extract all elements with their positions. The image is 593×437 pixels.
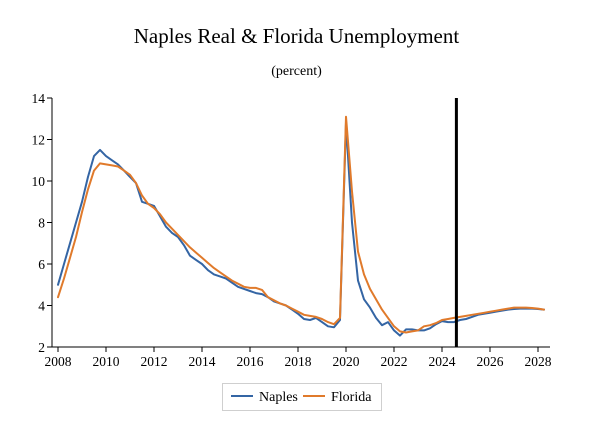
x-tick-label: 2012 bbox=[141, 354, 168, 369]
legend-item-florida: Florida bbox=[303, 390, 371, 406]
y-axis-ticks: 2 4 6 8 10 12 14 bbox=[32, 91, 52, 355]
series-line-florida bbox=[57, 115, 545, 334]
x-tick-label: 2020 bbox=[333, 354, 360, 369]
y-tick-label: 8 bbox=[38, 216, 45, 231]
x-tick-label: 2018 bbox=[285, 354, 312, 369]
legend-label-florida: Florida bbox=[331, 390, 372, 405]
y-tick-label: 6 bbox=[38, 257, 45, 272]
x-tick-label: 2010 bbox=[93, 354, 120, 369]
y-tick-label: 10 bbox=[32, 174, 46, 189]
x-tick-label: 2008 bbox=[45, 354, 72, 369]
chart-title: Naples Real & Florida Unemployment bbox=[133, 24, 460, 48]
axes: 2008 2010 2012 2014 2016 2018 2020 2022 2024 2026… bbox=[32, 91, 552, 369]
x-tick-label: 2028 bbox=[525, 354, 552, 369]
series-layer bbox=[57, 115, 545, 337]
x-tick-label: 2014 bbox=[189, 354, 216, 369]
x-tick-label: 2026 bbox=[477, 354, 504, 369]
x-tick-label: 2016 bbox=[237, 354, 264, 369]
y-tick-label: 14 bbox=[32, 91, 46, 106]
y-tick-label: 12 bbox=[32, 133, 46, 148]
series-line-naples bbox=[57, 121, 545, 337]
legend-label-naples: Naples bbox=[259, 390, 298, 405]
x-axis-ticks: 2008 2010 2012 2014 2016 2018 2020 2022 2024 2026… bbox=[45, 347, 552, 369]
legend-swatch-naples bbox=[231, 394, 253, 397]
legend: Naples Florida bbox=[222, 383, 382, 411]
x-tick-label: 2024 bbox=[429, 354, 456, 369]
y-tick-label: 4 bbox=[38, 299, 45, 314]
chart-subtitle: (percent) bbox=[271, 64, 322, 79]
x-tick-label: 2022 bbox=[381, 354, 408, 369]
legend-swatch-florida bbox=[303, 394, 325, 397]
legend-item-naples: Naples bbox=[231, 390, 298, 406]
y-tick-label: 2 bbox=[38, 340, 45, 355]
